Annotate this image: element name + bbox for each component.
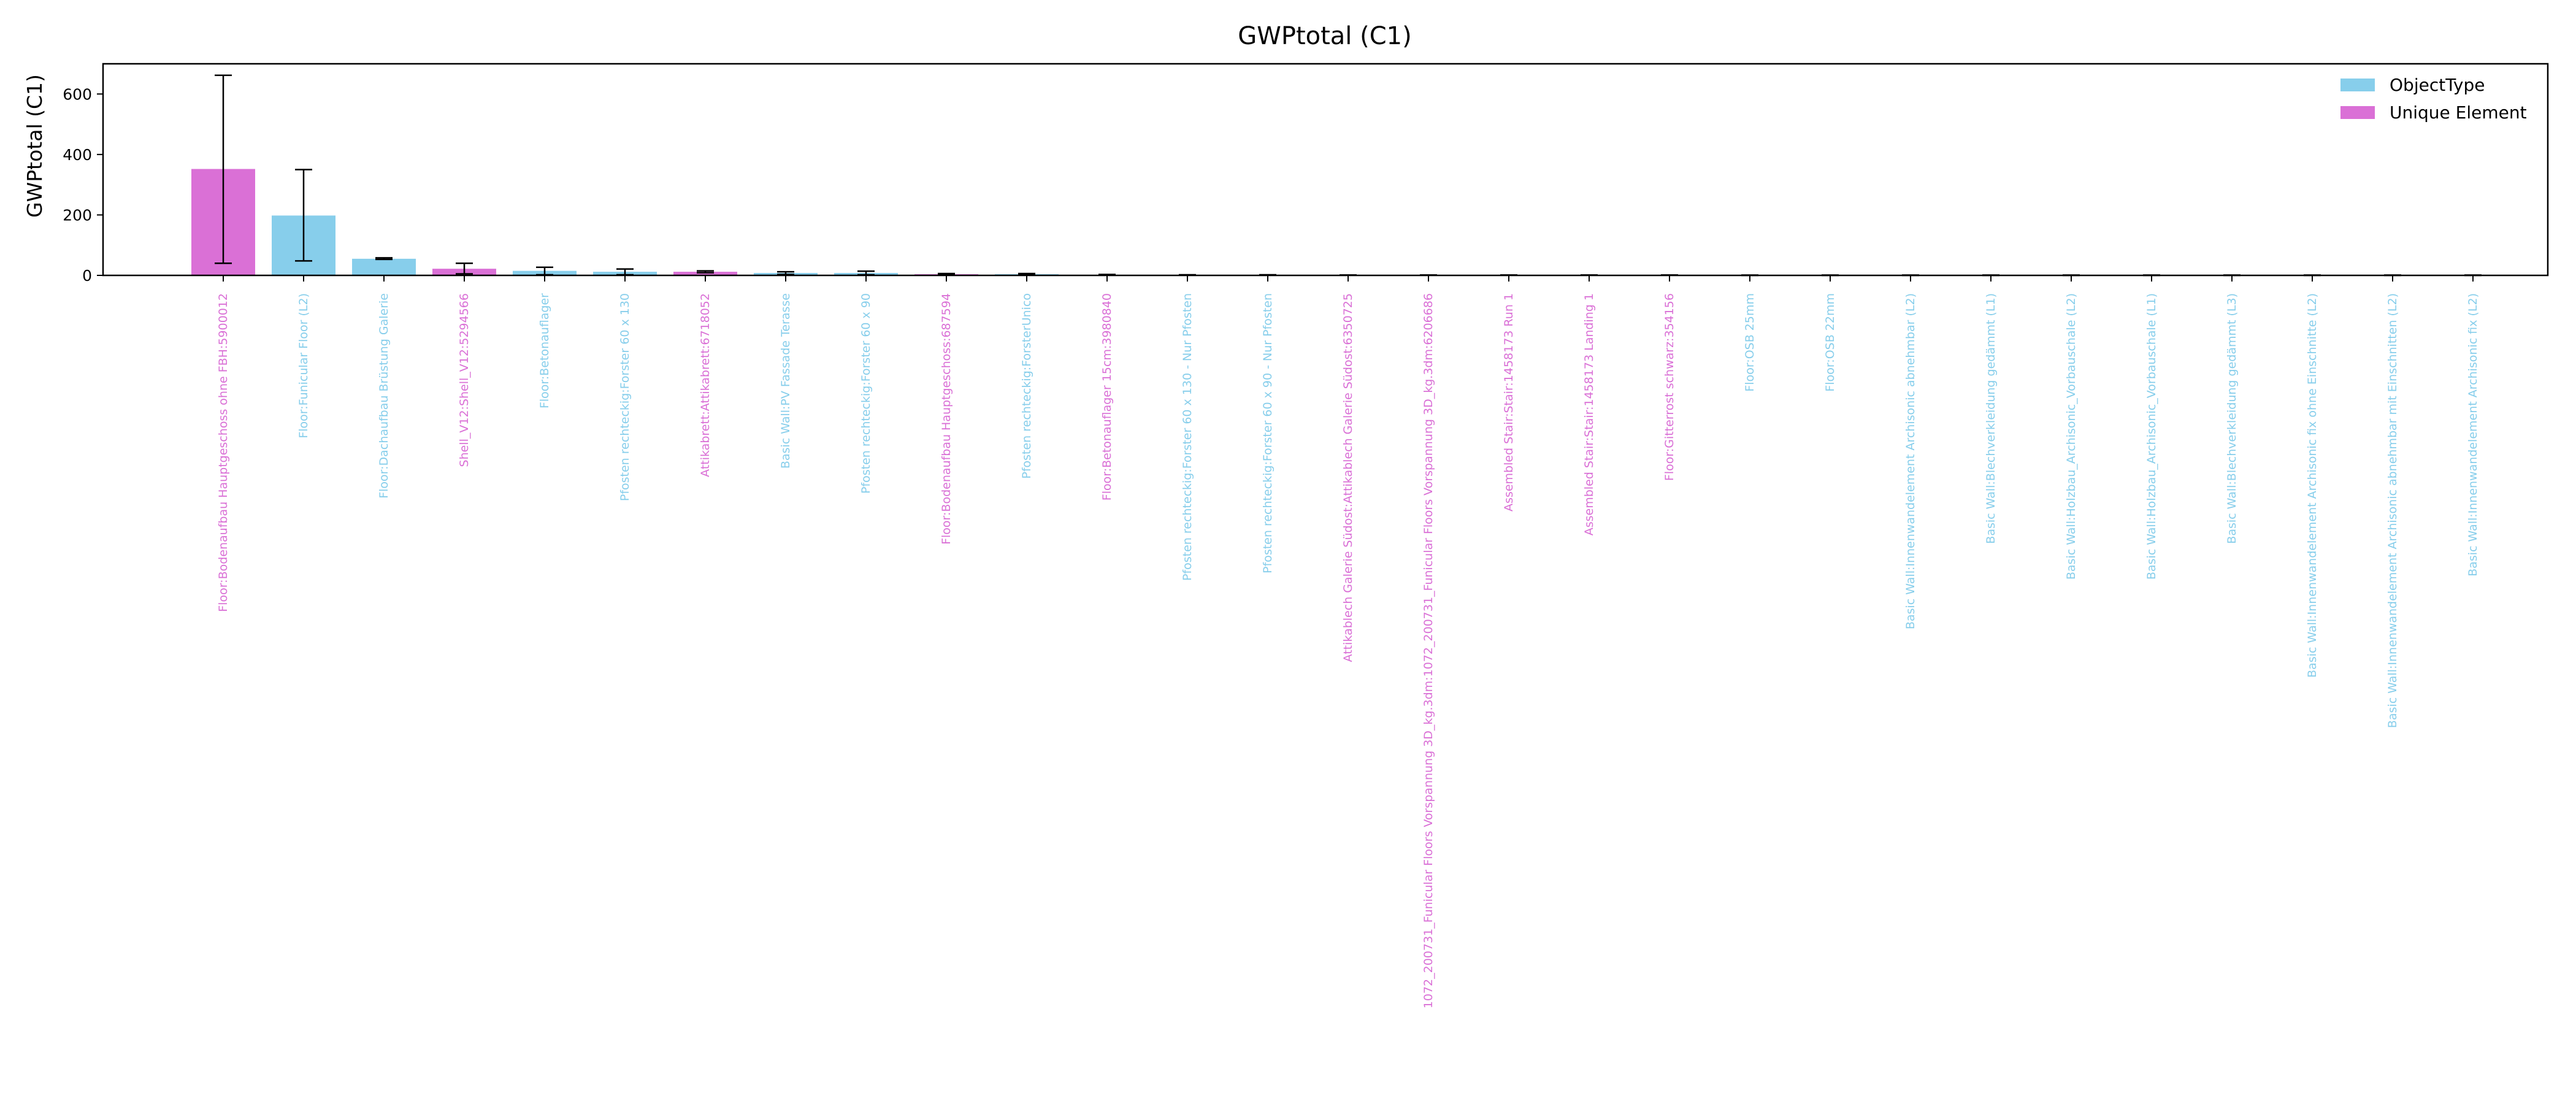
x-tick-label-10: Pfosten rechteckig:ForsterUnico [1020,293,1033,479]
x-tick-label-2: Floor:Dachaufbau Brüstung Galerie [377,293,391,499]
x-tick-label-21: Basic Wall:Innenwandelement Archisonic a… [1904,293,1917,629]
x-tick-label-0: Floor:Bodenaufbau Hauptgeschoss ohne FBH… [217,293,230,612]
x-tick-label-25: Basic Wall:Blechverkleidung gedämmt (L3) [2225,293,2239,544]
y-axis-ticks: 0 200 400 600 [63,85,103,285]
x-tick-label-7: Basic Wall:PV Fassade Terasse [779,293,792,469]
x-axis-ticks: Floor:Bodenaufbau Hauptgeschoss ohne FBH… [217,275,2480,1008]
x-tick-label-6: Attikabrett:Attikabrett:6718052 [699,293,712,477]
error-bars [215,74,2482,277]
x-tick-label-1: Floor:Funicular Floor (L2) [297,293,310,439]
x-tick-label-5: Pfosten rechteckig:Forster 60 x 130 [618,293,632,501]
x-tick-label-23: Basic Wall:Holzbau_Archisonic_Vorbauscha… [2064,293,2078,580]
x-tick-label-27: Basic Wall:Innenwandelement Archisonic a… [2386,293,2399,728]
bars [191,169,2505,276]
x-tick-label-28: Basic Wall:Innenwandelement Archisonic f… [2466,293,2480,577]
y-tick-label-3: 600 [63,85,92,103]
y-tick-label-2: 400 [63,146,92,164]
legend-label-unique-element: Unique Element [2390,102,2527,123]
y-axis-label: GWPtotal (C1) [23,74,47,218]
x-tick-label-8: Pfosten rechteckig:Forster 60 x 90 [859,293,873,494]
error-bar-3 [456,263,473,275]
legend: ObjectType Unique Element [2340,75,2527,123]
error-bar-9 [938,272,955,276]
bar-2 [352,258,416,275]
x-tick-label-24: Basic Wall:Holzbau_Archisonic_Vorbauscha… [2145,293,2158,580]
error-bar-2 [375,257,393,261]
x-tick-label-19: Floor:OSB 25mm [1743,293,1757,392]
bar-6 [673,272,737,275]
x-tick-label-22: Basic Wall:Blechverkleidung gedämmt (L1) [1984,293,1998,544]
x-tick-label-16: Assembled Stair:Stair:1458173 Run 1 [1502,293,1516,512]
x-tick-label-12: Pfosten rechteckig:Forster 60 x 130 - Nu… [1181,293,1194,581]
y-tick-label-0: 0 [82,267,92,285]
x-tick-label-9: Floor:Bodenaufbau Hauptgeschoss:687594 [940,293,953,545]
legend-label-objecttype: ObjectType [2390,75,2485,95]
error-bar-0 [215,74,232,264]
error-bar-7 [777,270,794,275]
error-bar-6 [697,270,714,274]
x-tick-label-15: 1072_200731_Funicular Floors Vorspannung… [1422,293,1435,1008]
x-tick-label-26: Basic Wall:Innenwandelement Archisonic f… [2306,293,2319,678]
legend-swatch-objecttype [2340,79,2375,91]
x-tick-label-13: Pfosten rechteckig:Forster 60 x 90 - Nur… [1261,293,1275,573]
y-tick-label-1: 200 [63,206,92,224]
error-bar-1 [295,169,312,262]
x-tick-label-4: Floor:Betonauflager [538,293,551,408]
x-tick-label-17: Assembled Stair:Stair:1458173 Landing 1 [1582,293,1596,535]
legend-swatch-unique-element [2340,106,2375,119]
chart-title: GWPtotal (C1) [1238,22,1411,50]
x-tick-label-11: Floor:Betonauflager 15cm:3980840 [1100,293,1114,500]
x-tick-label-18: Floor:Gitterrost schwarz:354156 [1663,293,1676,481]
x-tick-label-3: Shell_V12:Shell_V12:5294566 [458,293,471,467]
plot-frame [102,63,2549,277]
x-tick-label-14: Attikablech Galerie Südost:Attikablech G… [1341,293,1355,662]
x-tick-label-20: Floor:OSB 22mm [1823,293,1837,392]
error-bar-10 [1018,272,1035,276]
